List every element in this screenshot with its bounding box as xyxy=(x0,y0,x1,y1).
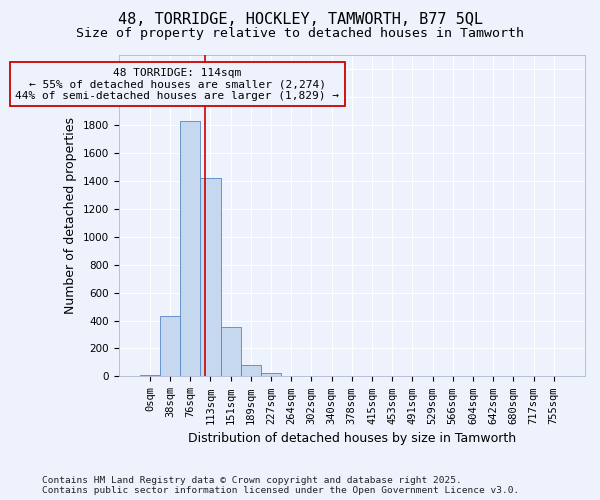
Bar xyxy=(160,316,180,376)
Bar xyxy=(200,178,221,376)
X-axis label: Distribution of detached houses by size in Tamworth: Distribution of detached houses by size … xyxy=(188,432,516,445)
Text: 48 TORRIDGE: 114sqm
← 55% of detached houses are smaller (2,274)
44% of semi-det: 48 TORRIDGE: 114sqm ← 55% of detached ho… xyxy=(15,68,339,101)
Y-axis label: Number of detached properties: Number of detached properties xyxy=(64,117,77,314)
Text: Size of property relative to detached houses in Tamworth: Size of property relative to detached ho… xyxy=(76,28,524,40)
Bar xyxy=(261,373,281,376)
Bar xyxy=(180,120,200,376)
Text: 48, TORRIDGE, HOCKLEY, TAMWORTH, B77 5QL: 48, TORRIDGE, HOCKLEY, TAMWORTH, B77 5QL xyxy=(118,12,482,28)
Text: Contains HM Land Registry data © Crown copyright and database right 2025.
Contai: Contains HM Land Registry data © Crown c… xyxy=(42,476,519,495)
Bar xyxy=(241,366,261,376)
Bar xyxy=(140,375,160,376)
Bar xyxy=(221,327,241,376)
